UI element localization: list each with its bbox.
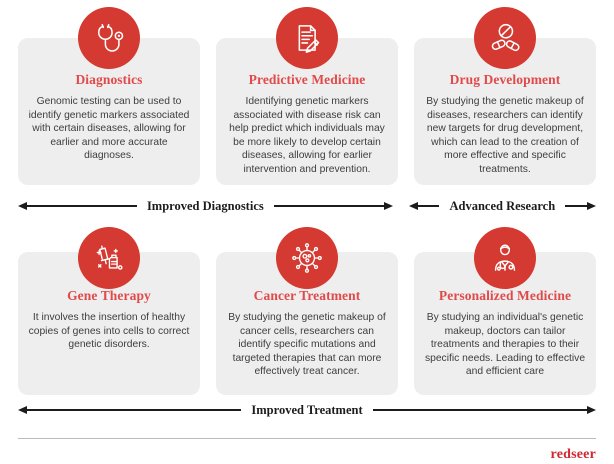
footer: redseer <box>18 439 596 463</box>
card-diagnostics: Diagnostics Genomic testing can be used … <box>18 7 200 185</box>
doctor-icon <box>474 227 536 289</box>
card: Drug Development By studying the genetic… <box>414 38 596 185</box>
arrow-label: Advanced Research <box>449 198 556 213</box>
cancer-cell-icon <box>276 227 338 289</box>
arrow-row-2: Improved Treatment <box>18 395 596 425</box>
pills-icon <box>474 7 536 69</box>
card-cancer-treatment: Cancer Treatment By studying the genetic… <box>216 227 398 395</box>
card-body: It involves the insertion of healthy cop… <box>28 312 190 351</box>
card-row-1: Diagnostics Genomic testing can be used … <box>18 7 596 185</box>
redseer-logo: redseer <box>550 447 596 462</box>
arrowhead-right-icon <box>383 202 393 210</box>
card-title: Personalized Medicine <box>438 288 572 303</box>
card-gene-therapy: Gene Therapy It involves the insertion o… <box>18 227 200 395</box>
card-title: Gene Therapy <box>67 288 151 303</box>
arrowhead-left-icon <box>408 202 418 210</box>
card-personalized-medicine: Personalized Medicine By studying an ind… <box>414 227 596 395</box>
arrow-label: Improved Treatment <box>251 402 363 417</box>
card-drug-development: Drug Development By studying the genetic… <box>414 7 596 185</box>
card-title: Drug Development <box>449 72 561 87</box>
card-title: Diagnostics <box>75 72 143 87</box>
improved-diagnostics-arrow: Improved Diagnostics <box>18 199 393 214</box>
card-predictive-medicine: Predictive Medicine Identifying genetic … <box>216 7 398 185</box>
document-pencil-icon <box>276 7 338 69</box>
card-row-2: Gene Therapy It involves the insertion o… <box>18 227 596 395</box>
syringe-medicine-icon <box>78 227 140 289</box>
stethoscope-icon <box>78 7 140 69</box>
arrowhead-left-icon <box>18 202 27 210</box>
improved-treatment-arrow: Improved Treatment <box>18 403 596 418</box>
card-title: Predictive Medicine <box>248 72 366 87</box>
advanced-research-arrow: Advanced Research <box>408 198 596 214</box>
card-body: Identifying genetic markers associated w… <box>229 96 385 175</box>
card-body: By studying the genetic makeup of diseas… <box>426 96 584 175</box>
arrowhead-left-icon <box>18 406 27 414</box>
footer-divider <box>18 438 596 439</box>
card-body: By studying the genetic makeup of cancer… <box>228 312 386 378</box>
arrow-label: Improved Diagnostics <box>146 198 264 213</box>
card-title: Cancer Treatment <box>253 288 361 303</box>
arrowhead-right-icon <box>587 406 596 414</box>
arrowhead-right-icon <box>586 202 596 210</box>
arrow-row-1: Improved Diagnostics Advanced Research <box>18 185 596 227</box>
card-body: Genomic testing can be used to identify … <box>28 96 190 162</box>
card-body: By studying an individual's genetic make… <box>424 312 586 378</box>
